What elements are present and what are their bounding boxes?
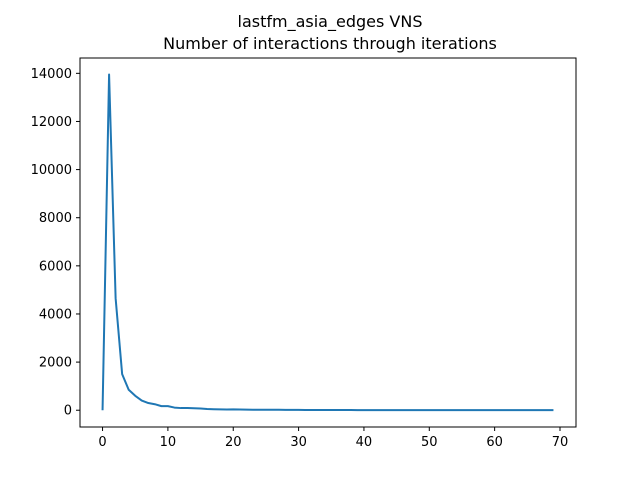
series-line [101, 73, 554, 412]
axis-ticks: 0 10 20 30 40 50 60 70 0 2000 4000 6000 8000 10000 120… [31, 67, 569, 450]
plot-frame [79, 57, 577, 428]
x-tick-label: 10 [160, 435, 177, 450]
x-tick-label: 70 [552, 435, 569, 450]
x-tick-label: 40 [356, 435, 373, 450]
y-tick-label: 2000 [39, 356, 72, 371]
y-tick-label: 14000 [31, 67, 72, 82]
series-group [101, 73, 554, 412]
chart-subtitle: Number of interactions through iteration… [163, 34, 497, 53]
y-tick-label: 10000 [31, 163, 72, 178]
x-tick-label: 0 [98, 435, 106, 450]
y-tick-label: 0 [64, 404, 72, 419]
x-tick-label: 30 [290, 435, 307, 450]
x-tick-label: 50 [421, 435, 438, 450]
y-tick-label: 6000 [39, 259, 72, 274]
chart-title: lastfm_asia_edges VNS [238, 12, 423, 32]
x-tick-label: 20 [225, 435, 242, 450]
y-tick-label: 12000 [31, 115, 72, 130]
x-tick-label: 60 [486, 435, 503, 450]
y-tick-label: 8000 [39, 211, 72, 226]
y-tick-label: 4000 [39, 307, 72, 322]
